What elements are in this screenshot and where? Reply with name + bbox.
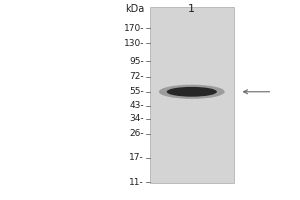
Text: 17-: 17- bbox=[129, 153, 144, 162]
Bar bbox=[150, 7, 234, 183]
Ellipse shape bbox=[167, 87, 217, 97]
Text: kDa: kDa bbox=[125, 4, 144, 14]
Text: 170-: 170- bbox=[124, 24, 144, 33]
Text: 1: 1 bbox=[188, 4, 195, 14]
Ellipse shape bbox=[159, 85, 225, 99]
Text: 34-: 34- bbox=[129, 114, 144, 123]
Text: 43-: 43- bbox=[129, 101, 144, 110]
Text: 130-: 130- bbox=[124, 39, 144, 48]
Text: 11-: 11- bbox=[129, 178, 144, 187]
Text: 55-: 55- bbox=[129, 87, 144, 96]
Text: 72-: 72- bbox=[129, 72, 144, 81]
Text: 26-: 26- bbox=[129, 129, 144, 138]
Text: 95-: 95- bbox=[129, 57, 144, 66]
